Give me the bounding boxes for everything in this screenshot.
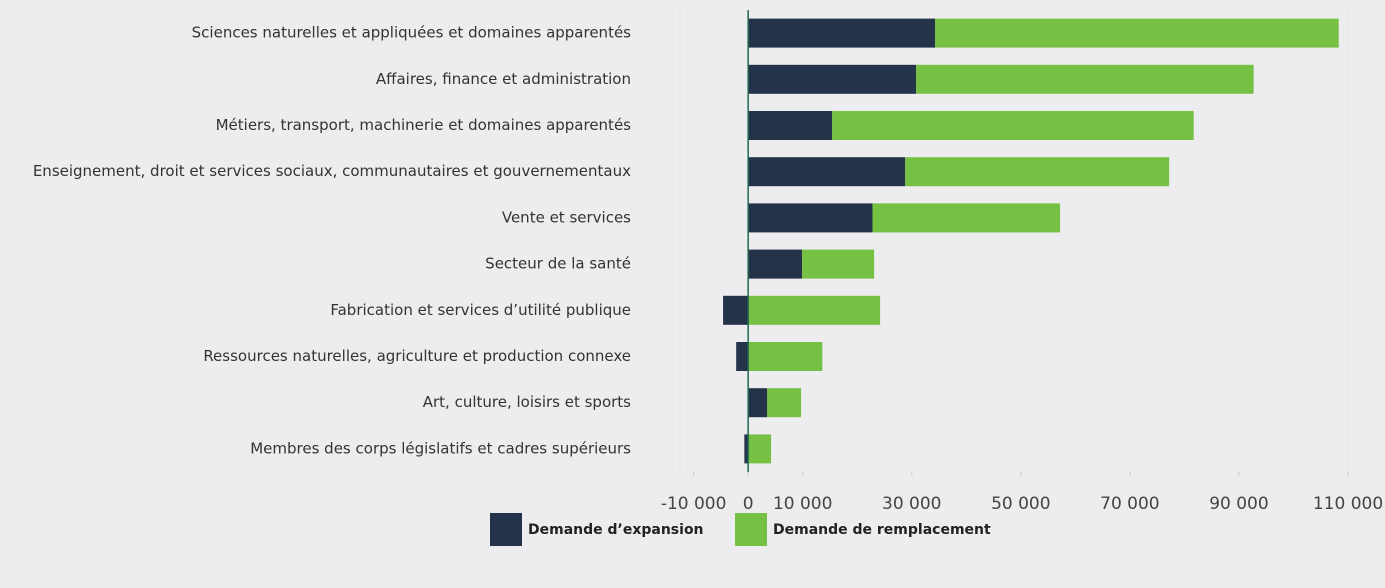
bar xyxy=(748,203,873,233)
bar xyxy=(905,157,1170,187)
legend-swatch xyxy=(735,513,767,546)
bar xyxy=(748,18,936,48)
category-label: Fabrication et services d’utilité publiq… xyxy=(330,301,631,319)
x-tick-label: 70 000 xyxy=(1100,494,1159,514)
x-tick-label: 0 xyxy=(743,494,754,514)
legend-label: Demande de remplacement xyxy=(773,522,991,538)
bar xyxy=(916,64,1254,94)
bar xyxy=(748,111,833,140)
category-label: Vente et services xyxy=(502,208,631,226)
category-label: Art, culture, loisirs et sports xyxy=(423,393,631,411)
bar xyxy=(935,18,1339,48)
x-tick-label: -10 000 xyxy=(661,494,727,514)
bar xyxy=(744,434,749,464)
bar xyxy=(802,249,875,279)
bar xyxy=(832,111,1194,140)
bar xyxy=(723,295,749,325)
bar xyxy=(748,388,768,418)
x-tick-label: 30 000 xyxy=(882,494,941,514)
legend-swatch xyxy=(490,513,522,546)
category-label: Métiers, transport, machinerie et domain… xyxy=(216,116,632,134)
bar xyxy=(748,157,906,187)
bar xyxy=(748,342,823,371)
bar xyxy=(748,434,772,464)
x-tick-label: 10 000 xyxy=(773,494,832,514)
x-tick-label: 110 000 xyxy=(1313,494,1383,514)
category-label: Affaires, finance et administration xyxy=(376,70,631,88)
category-label: Secteur de la santé xyxy=(485,255,631,273)
category-label: Sciences naturelles et appliquées et dom… xyxy=(192,24,632,42)
bar xyxy=(748,64,917,94)
bar xyxy=(767,388,802,418)
category-label: Enseignement, droit et services sociaux,… xyxy=(33,162,631,180)
legend-label: Demande d’expansion xyxy=(528,522,704,538)
bar xyxy=(872,203,1061,233)
category-label: Ressources naturelles, agriculture et pr… xyxy=(203,347,631,365)
category-label: Membres des corps législatifs et cadres … xyxy=(250,439,631,457)
bar xyxy=(736,342,749,371)
bar xyxy=(748,249,803,279)
x-tick-label: 90 000 xyxy=(1209,494,1268,514)
bar xyxy=(748,295,881,325)
x-tick-label: 50 000 xyxy=(991,494,1050,514)
